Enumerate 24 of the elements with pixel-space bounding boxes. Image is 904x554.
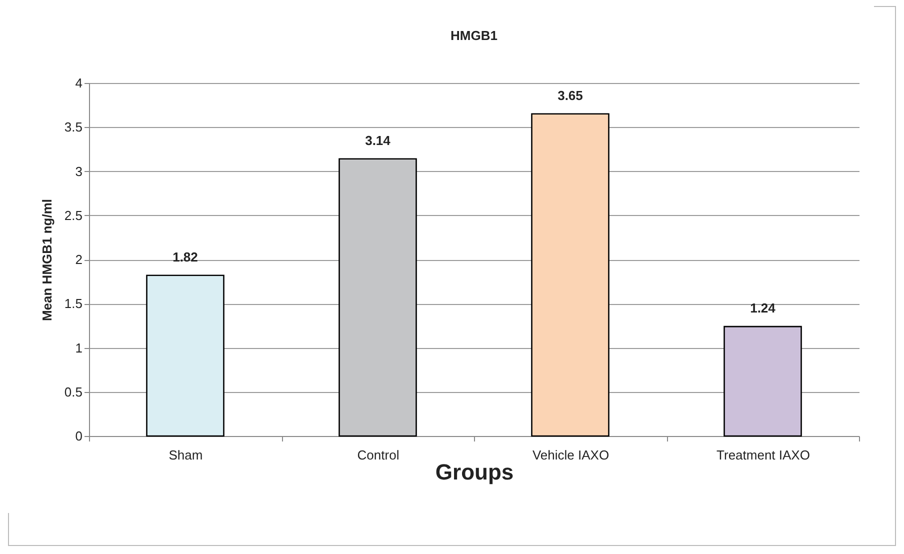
- y-tick-label: 3: [75, 164, 82, 179]
- y-tick-label: 4: [75, 76, 82, 90]
- y-tick-label: 0: [75, 428, 82, 444]
- data-label: 1.82: [172, 249, 198, 264]
- chart-title: HMGB1: [450, 28, 498, 43]
- data-label: 3.14: [365, 132, 392, 148]
- data-label: 1.24: [750, 300, 776, 316]
- x-tick-label: Sham: [168, 448, 203, 462]
- x-tick-label: Control: [357, 448, 400, 462]
- x-axis-title: Groups: [435, 460, 514, 484]
- x-tick-label: Vehicle IAXO: [532, 448, 610, 462]
- y-tick-label: 2: [75, 252, 82, 267]
- y-tick-label: 0.5: [64, 384, 82, 400]
- y-tick-label: 3.5: [64, 120, 82, 135]
- bar: [338, 158, 417, 437]
- y-tick-label: 1: [75, 340, 82, 356]
- data-label: 3.65: [558, 88, 583, 103]
- x-tick-label: Treatment IAXO: [716, 448, 810, 462]
- y-axis-title: Mean HMGB1 ng/ml: [39, 198, 54, 322]
- bar: [146, 274, 224, 437]
- bar: [724, 326, 802, 437]
- bar: [531, 113, 610, 437]
- y-tick-label: 2.5: [64, 208, 82, 223]
- y-tick-label: 1.5: [64, 296, 82, 312]
